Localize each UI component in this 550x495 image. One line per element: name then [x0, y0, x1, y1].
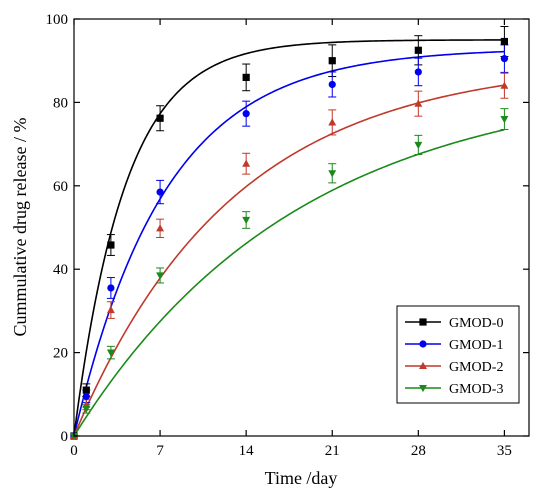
data-point — [328, 170, 337, 178]
y-tick-label: 20 — [53, 346, 68, 362]
fit-line — [73, 39, 505, 437]
y-tick-label: 60 — [53, 179, 68, 195]
data-point — [107, 284, 115, 292]
data-point — [500, 55, 509, 63]
data-point — [156, 114, 164, 122]
y-axis-title: Cummulative drug release / % — [10, 118, 30, 337]
y-tick-label: 100 — [46, 12, 69, 28]
data-point — [156, 188, 164, 196]
data-point — [500, 81, 509, 89]
data-point — [82, 392, 90, 400]
data-point — [414, 141, 423, 150]
legend-marker — [419, 340, 427, 348]
data-point — [156, 224, 165, 232]
legend-marker — [419, 384, 427, 393]
y-axis: 0 20 40 60 80 100 — [46, 12, 529, 445]
x-tick-label: 35 — [497, 443, 512, 459]
legend-marker — [419, 361, 427, 370]
legend-label: GMOD-1 — [449, 338, 503, 353]
data-point — [328, 80, 336, 89]
data-point — [500, 37, 509, 46]
fit-line — [73, 84, 505, 437]
legend-label: GMOD-0 — [449, 316, 503, 331]
data-point — [242, 110, 250, 118]
data-point — [328, 57, 336, 65]
data-point — [107, 241, 115, 249]
plot-frame — [73, 18, 530, 437]
legend: GMOD-0 GMOD-1 GMOD-2 GMOD-3 — [396, 305, 520, 404]
legend-label: GMOD-2 — [449, 360, 503, 375]
fit-line — [73, 128, 505, 437]
x-tick-label: 0 — [70, 443, 78, 459]
data-point — [414, 46, 422, 54]
x-tick-label: 7 — [156, 443, 164, 459]
data-point — [328, 118, 337, 126]
data-point — [242, 73, 250, 81]
data-point — [414, 68, 422, 76]
data-point — [242, 216, 251, 225]
y-tick-label: 0 — [61, 429, 69, 445]
data-point — [500, 116, 509, 124]
data-point — [106, 305, 115, 314]
y-tick-label: 40 — [53, 262, 68, 278]
data-point — [242, 159, 251, 167]
data-point — [414, 99, 423, 107]
y-tick-label: 80 — [53, 95, 68, 111]
data-point — [82, 386, 90, 394]
x-tick-label: 14 — [239, 443, 255, 459]
legend-label: GMOD-3 — [449, 382, 503, 397]
data-point — [106, 349, 115, 357]
x-axis: 0 7 14 21 28 35 — [70, 19, 512, 459]
data-point — [156, 272, 165, 280]
data-point — [82, 405, 91, 414]
fit-lines — [73, 39, 505, 437]
x-axis-title: Time /day — [265, 468, 338, 488]
fit-line — [73, 50, 505, 437]
legend-marker — [419, 318, 427, 326]
x-tick-label: 21 — [325, 443, 340, 459]
x-tick-label: 28 — [411, 443, 426, 459]
